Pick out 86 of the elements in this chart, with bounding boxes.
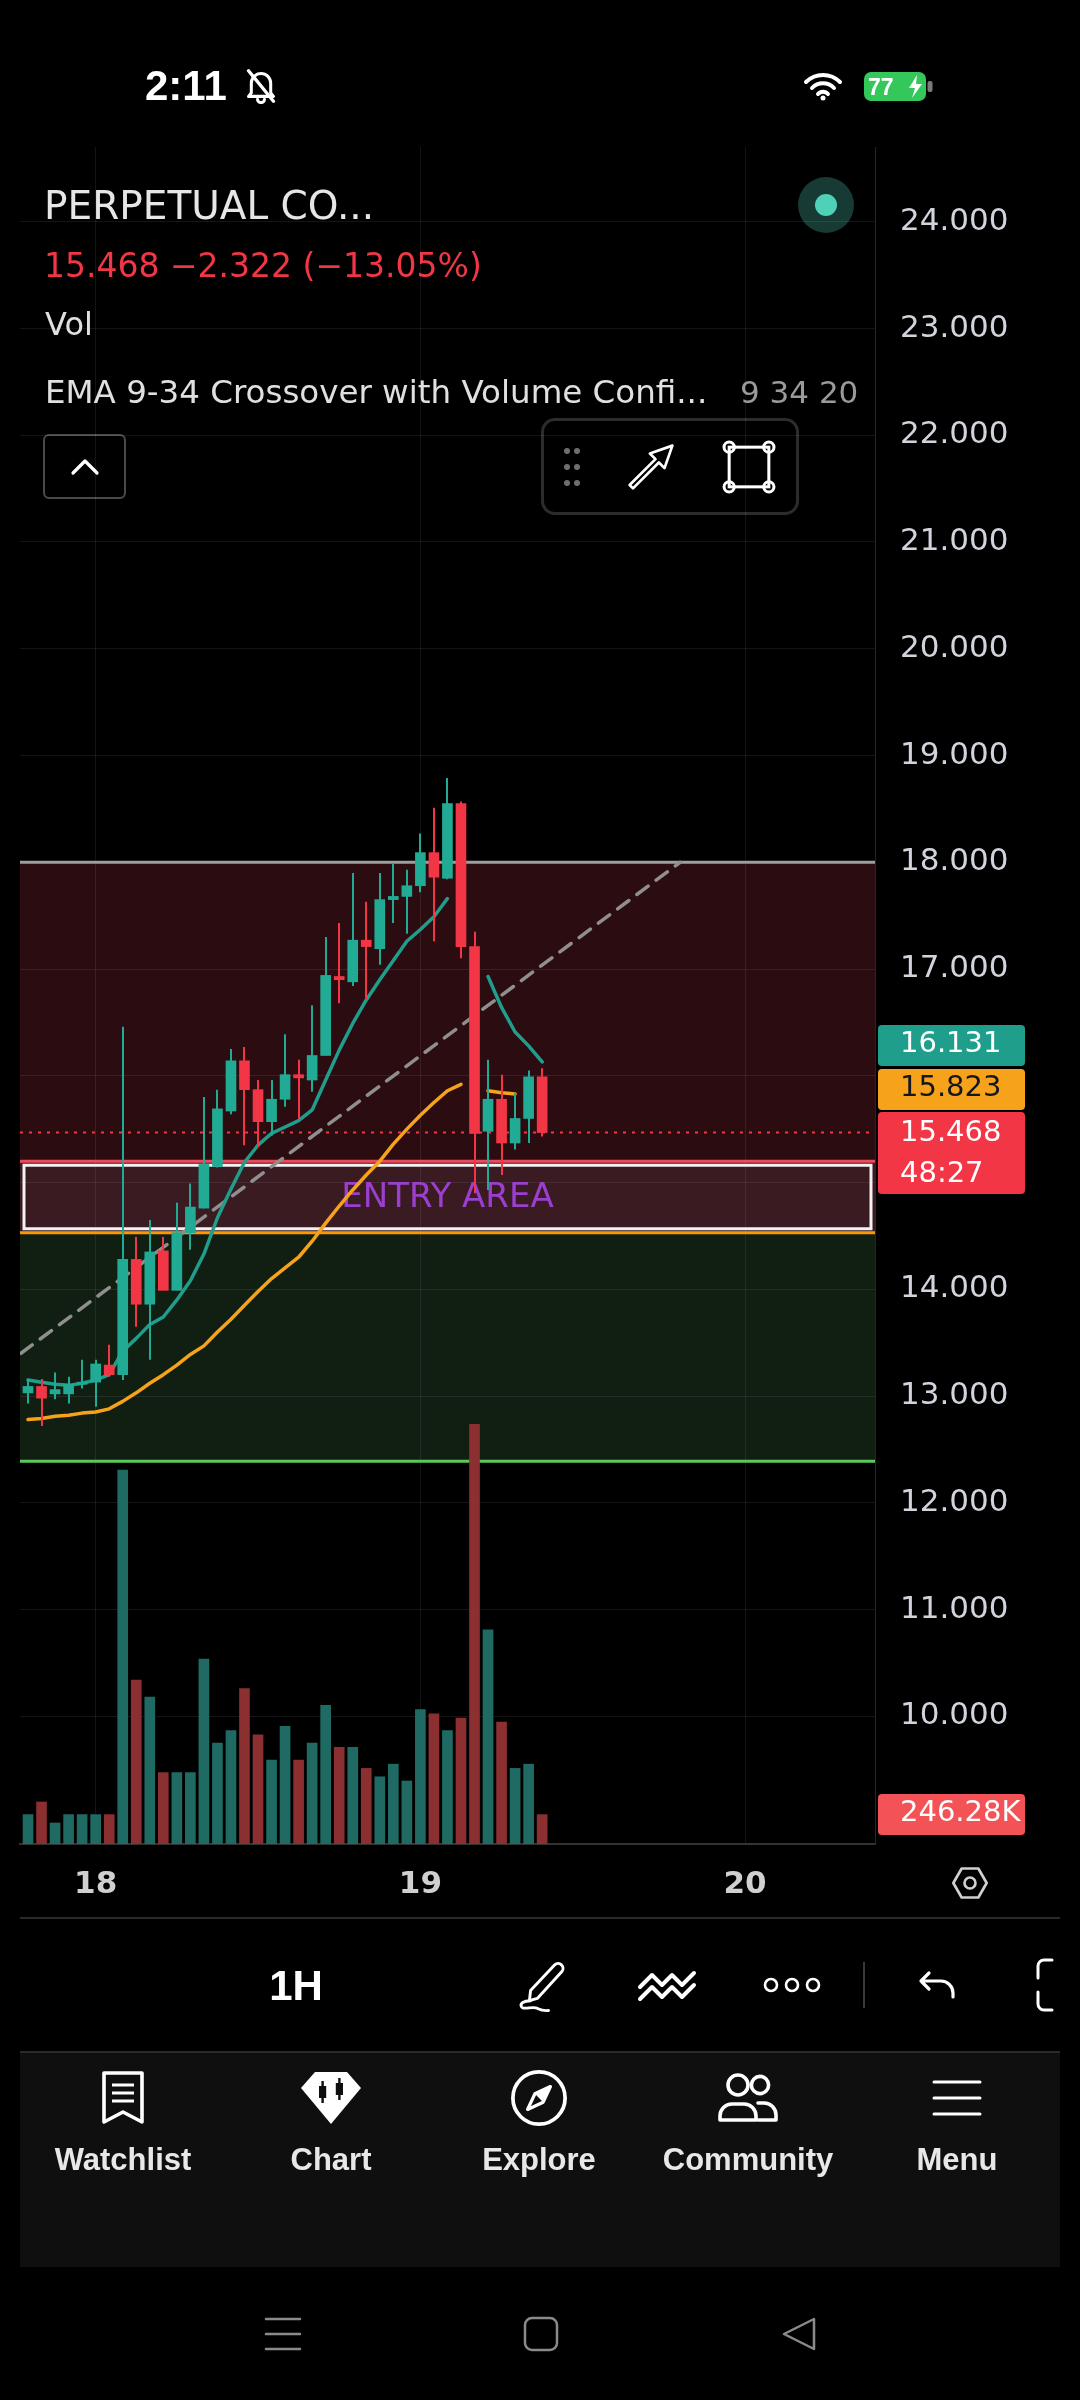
bar bbox=[496, 1721, 507, 1844]
bar bbox=[333, 1747, 345, 1844]
y-tick-label: 14.000 bbox=[900, 1268, 1009, 1305]
bar bbox=[536, 1814, 548, 1844]
candlestick bbox=[293, 1058, 304, 1121]
bar bbox=[442, 1730, 453, 1844]
bar bbox=[523, 1763, 534, 1844]
bar bbox=[401, 1780, 413, 1844]
candlestick bbox=[103, 1343, 115, 1378]
x-tick-label: 19 bbox=[398, 1864, 442, 1901]
y-tick-label: 19.000 bbox=[900, 734, 1009, 771]
bar bbox=[76, 1814, 88, 1844]
band-label: ENTRY AREA bbox=[341, 1174, 554, 1215]
y-tick-label: 23.000 bbox=[900, 307, 1009, 344]
text: 77 bbox=[868, 73, 894, 101]
candlestick bbox=[401, 868, 413, 935]
y-tick-label: 11.000 bbox=[900, 1588, 1009, 1625]
bar bbox=[306, 1742, 318, 1844]
text: 15.468 −2.322 (−13.05%) bbox=[44, 245, 482, 285]
bar bbox=[22, 1814, 34, 1844]
annotation: Vol bbox=[45, 305, 93, 343]
bar bbox=[239, 1688, 250, 1844]
bar bbox=[171, 1772, 183, 1844]
bar bbox=[279, 1726, 291, 1844]
text: 246.28K bbox=[878, 1794, 1025, 1835]
bar bbox=[252, 1734, 264, 1844]
text: 1H bbox=[269, 1962, 323, 2010]
text: Community bbox=[662, 2142, 834, 2178]
candlestick bbox=[90, 1358, 101, 1408]
bar bbox=[157, 1772, 169, 1844]
y-tick-label: 18.000 bbox=[900, 841, 1009, 878]
x-tick-label: 18 bbox=[74, 1864, 118, 1901]
y-tick-label: 22.000 bbox=[900, 414, 1009, 451]
bar bbox=[374, 1776, 386, 1844]
text: Watchlist bbox=[54, 2142, 192, 2178]
text: Chart bbox=[290, 2142, 372, 2178]
bar bbox=[455, 1717, 467, 1844]
bar bbox=[49, 1822, 61, 1844]
text: PERPETUAL CO... bbox=[44, 182, 375, 228]
bar bbox=[428, 1713, 440, 1844]
bar bbox=[90, 1814, 101, 1844]
bar bbox=[103, 1814, 115, 1844]
annotation: 9 34 20 bbox=[740, 374, 859, 410]
bar bbox=[482, 1629, 494, 1844]
candlestick bbox=[63, 1375, 74, 1405]
bar bbox=[225, 1730, 237, 1844]
x-tick-label: 20 bbox=[723, 1864, 767, 1901]
bar bbox=[509, 1768, 521, 1844]
bar bbox=[469, 1424, 480, 1844]
bar bbox=[266, 1759, 277, 1844]
y-tick-label: 13.000 bbox=[900, 1375, 1009, 1412]
bar bbox=[388, 1763, 399, 1844]
bar bbox=[212, 1742, 223, 1844]
bar bbox=[63, 1814, 74, 1844]
candlestick bbox=[333, 922, 345, 1005]
y-tick-label: 24.000 bbox=[900, 200, 1009, 237]
annotation: EMA 9-34 Crossover with Volume Confi... bbox=[45, 373, 708, 411]
bar bbox=[185, 1772, 196, 1844]
bar bbox=[320, 1705, 331, 1844]
y-tick-label: 17.000 bbox=[900, 948, 1009, 985]
bar bbox=[130, 1679, 142, 1844]
bar bbox=[360, 1768, 372, 1844]
candlestick bbox=[22, 1377, 34, 1405]
candlestick bbox=[360, 900, 372, 1001]
candlestick bbox=[49, 1371, 61, 1401]
text: 2:11 bbox=[145, 62, 227, 110]
y-tick-label: 20.000 bbox=[900, 627, 1009, 664]
text: Menu bbox=[916, 2142, 998, 2178]
bar bbox=[36, 1801, 47, 1844]
bar bbox=[117, 1469, 129, 1844]
ref-line-label: 15.468 48:27 bbox=[900, 1114, 1002, 1190]
bar bbox=[293, 1759, 304, 1844]
candlestick bbox=[36, 1377, 47, 1427]
candlestick bbox=[266, 1079, 277, 1137]
bar bbox=[415, 1709, 426, 1844]
bar bbox=[347, 1747, 359, 1844]
text: 15.823 bbox=[878, 1069, 1025, 1110]
bar bbox=[198, 1658, 210, 1844]
y-tick-label: 10.000 bbox=[900, 1695, 1009, 1732]
candlestick bbox=[388, 862, 399, 925]
text: Explore bbox=[482, 2142, 596, 2178]
text: 16.131 bbox=[878, 1025, 1025, 1066]
y-tick-label: 12.000 bbox=[900, 1481, 1009, 1518]
y-tick-label: 21.000 bbox=[900, 521, 1009, 558]
bar bbox=[144, 1696, 156, 1844]
candlestick bbox=[76, 1358, 88, 1390]
